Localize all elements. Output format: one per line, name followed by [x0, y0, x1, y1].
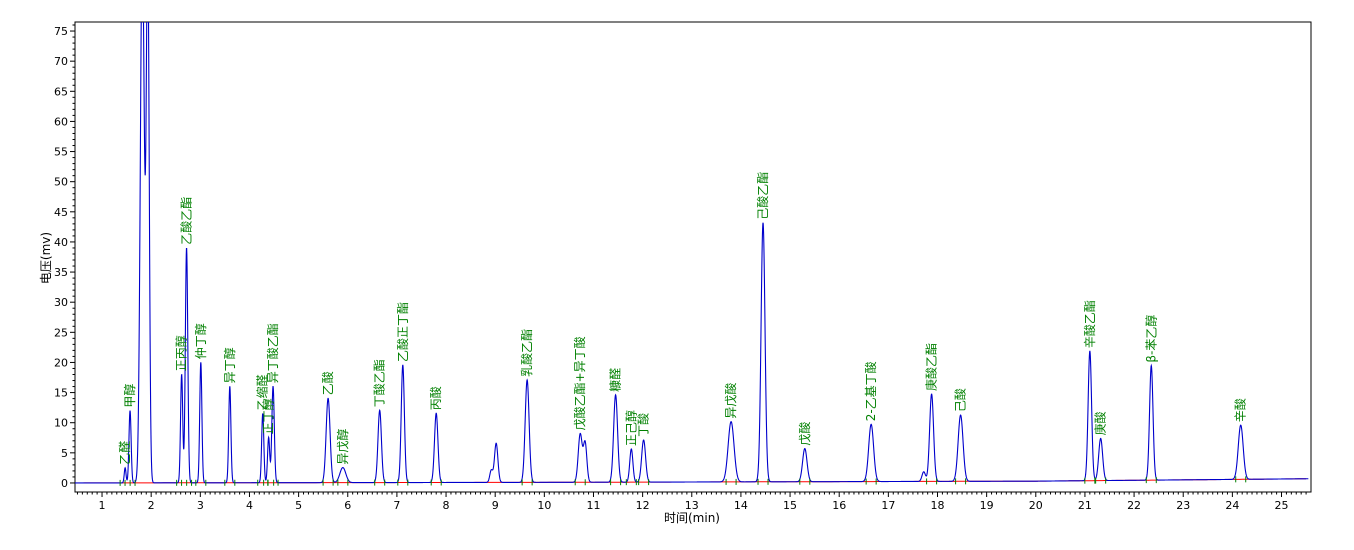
- x-tick-label: 3: [197, 499, 204, 512]
- x-tick-label: 12: [636, 499, 650, 512]
- x-tick-label: 6: [344, 499, 351, 512]
- peak-label: 仲丁醇: [193, 323, 208, 359]
- peak-label: 乙缩醛: [255, 374, 270, 410]
- y-tick-label: 30: [54, 296, 68, 309]
- x-axis: 1 2 3 4 5 6 7 8 9 10 11 12 13 14 15 16 17 18 19 20 21 22 23 24 2…: [76, 492, 1307, 512]
- y-axis-title: 电压(mv): [39, 232, 53, 284]
- x-tick-label: 25: [1275, 499, 1289, 512]
- x-tick-label: 9: [492, 499, 499, 512]
- y-tick-label: 55: [54, 146, 68, 159]
- peak-label: 丁酸: [636, 413, 651, 437]
- y-tick-label: 0: [61, 477, 68, 490]
- peak-label-layer: 乙醛 甲醇 正丙醇 乙酸乙酯仲丁醇异丁醇乙缩醛正丁醇 异丁酸乙酯乙酸异戊醇 丁酸乙酯乙酸正…: [117, 172, 1248, 486]
- peak-label: 辛酸: [1233, 398, 1248, 422]
- y-tick-label: 35: [54, 266, 68, 279]
- x-tick-label: 4: [246, 499, 253, 512]
- y-tick-label: 10: [54, 417, 68, 430]
- x-tick-label: 18: [930, 499, 944, 512]
- y-tick-label: 45: [54, 206, 68, 219]
- y-tick-label: 50: [54, 176, 68, 189]
- trace-layer: [75, 22, 1309, 484]
- chromatogram-trace: [75, 22, 1309, 484]
- peak-label: 庚酸: [1093, 411, 1108, 435]
- x-tick-label: 17: [881, 499, 895, 512]
- peak-label: 辛酸乙酯: [1082, 300, 1097, 348]
- x-tick-label: 5: [295, 499, 302, 512]
- y-tick-label: 15: [54, 387, 68, 400]
- x-tick-label: 2: [148, 499, 155, 512]
- x-tick-label: 11: [586, 499, 600, 512]
- peak-label: 乙酸: [320, 371, 335, 395]
- peak-label: 戊酸: [797, 422, 812, 446]
- peak-label: 异戊醇: [335, 429, 350, 465]
- y-tick-label: 40: [54, 236, 68, 249]
- peak-label: 戊酸乙酯+异丁酸: [572, 336, 587, 430]
- y-tick-label: 65: [54, 85, 68, 98]
- x-tick-label: 23: [1176, 499, 1190, 512]
- x-tick-label: 8: [443, 499, 450, 512]
- x-tick-label: 16: [832, 499, 846, 512]
- peak-label: 异戊酸: [723, 383, 738, 419]
- x-tick-label: 1: [99, 499, 106, 512]
- x-tick-label: 24: [1225, 499, 1239, 512]
- peak-label: β-苯乙醇: [1143, 315, 1158, 363]
- x-tick-label: 19: [980, 499, 994, 512]
- peak-label: 乳酸乙酯: [519, 329, 534, 377]
- y-tick-label: 25: [54, 326, 68, 339]
- x-tick-label: 20: [1029, 499, 1043, 512]
- x-tick-label: 15: [783, 499, 797, 512]
- x-tick-label: 13: [685, 499, 699, 512]
- y-tick-label: 5: [61, 447, 68, 460]
- x-axis-title: 时间(min): [664, 511, 720, 525]
- y-tick-label: 60: [54, 115, 68, 128]
- y-tick-label: 70: [54, 55, 68, 68]
- peak-label: 庚酸乙酯: [924, 343, 939, 391]
- peak-label: 甲醇: [122, 384, 137, 408]
- peak-label: 己酸乙酯: [755, 172, 770, 220]
- plot-frame: [74, 21, 1312, 493]
- x-tick-label: 7: [393, 499, 400, 512]
- peak-label: 正丙醇: [174, 335, 189, 371]
- peak-label: 丁酸乙酯: [372, 359, 387, 407]
- peak-label: 正丁醇: [261, 398, 276, 434]
- x-tick-label: 14: [734, 499, 748, 512]
- y-tick-label: 75: [54, 25, 68, 38]
- peak-label: 2-乙基丁酸: [863, 361, 878, 421]
- peak-label: 异丁醇: [222, 347, 237, 383]
- x-tick-label: 10: [537, 499, 551, 512]
- peak-label: 异丁酸乙酯: [265, 323, 280, 383]
- peak-label: 乙酸乙酯: [179, 197, 194, 245]
- peak-label: 正己醇: [623, 410, 638, 446]
- x-tick-label: 21: [1078, 499, 1092, 512]
- x-tick-label: 22: [1127, 499, 1141, 512]
- y-tick-label: 20: [54, 356, 68, 369]
- peak-label: 乙醛: [117, 441, 132, 465]
- peak-label: 乙酸正丁酯: [395, 302, 410, 362]
- y-axis: 0 5 10 15 20 25 30 35 40 45 50 55 60 65 70 75: [54, 24, 75, 490]
- peak-label: 糠醛: [608, 368, 623, 392]
- peak-label: 丙酸: [428, 386, 443, 410]
- peak-label: 己酸: [953, 388, 968, 412]
